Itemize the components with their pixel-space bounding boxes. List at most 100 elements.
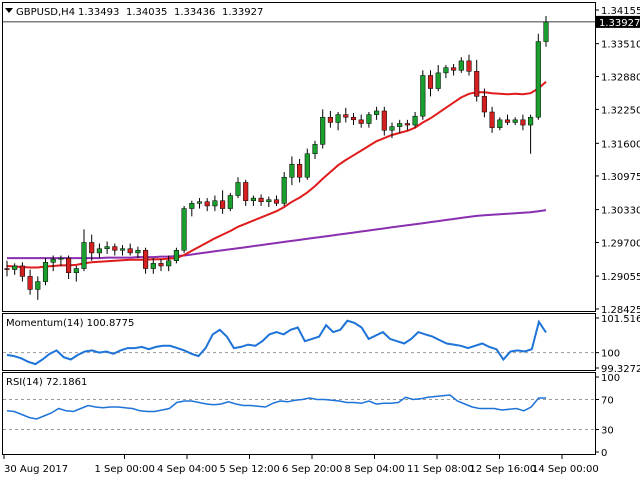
price-tick-label: 1.30330 — [601, 206, 640, 217]
time-tick-label: 1 Sep 00:00 — [95, 464, 155, 475]
candle-body — [12, 265, 18, 270]
candle-body — [435, 72, 441, 89]
header-close: 1.33927 — [222, 7, 263, 18]
time-tick-label: 14 Sep 00:00 — [532, 464, 599, 475]
momentum-tick-label: 100 — [601, 349, 620, 360]
main-panel-frame — [2, 2, 596, 312]
candle-body — [96, 248, 102, 254]
candle-body — [366, 114, 372, 124]
current-price-label: 1.33927 — [599, 18, 640, 29]
candle-body — [119, 248, 126, 251]
candle-body — [497, 119, 503, 128]
candle-body — [404, 123, 410, 126]
ma-fast-line — [6, 80, 547, 269]
candle-body — [250, 197, 256, 201]
candle-body — [389, 126, 395, 131]
candle-body — [50, 258, 56, 263]
candle-body — [381, 110, 387, 131]
candle-body — [474, 71, 480, 97]
momentum-axis: 101.5166 100 99.3272 — [595, 314, 640, 375]
candle-body — [520, 119, 526, 126]
candle-body — [135, 250, 141, 254]
candle-body — [243, 182, 249, 201]
candle-body — [73, 268, 79, 273]
momentum-title: Momentum(14) 100.8775 — [6, 318, 134, 329]
time-tick-label: 6 Sep 20:00 — [282, 464, 342, 475]
candle-body — [212, 200, 218, 207]
price-tick-label: 1.29700 — [601, 238, 640, 249]
price-tick-label: 1.32250 — [601, 105, 640, 116]
candle-body — [304, 153, 310, 178]
candle-body — [143, 250, 149, 269]
candle-body — [235, 182, 241, 196]
price-tick-label: 1.30975 — [601, 172, 640, 183]
candle-body — [535, 41, 541, 118]
ma-slow-line — [7, 209, 547, 260]
candle-body — [281, 176, 287, 204]
candle-body — [266, 199, 272, 203]
time-tick-label: 12 Sep 16:00 — [470, 464, 537, 475]
candle-body — [289, 163, 295, 178]
candle-body — [350, 116, 357, 121]
candle-body — [181, 208, 187, 251]
candle-body — [320, 116, 326, 145]
candle-body — [358, 119, 364, 124]
rsi-tick-label: 70 — [601, 396, 614, 407]
candle-body — [543, 21, 549, 42]
price-tick-label: 1.31600 — [601, 139, 640, 150]
rsi-layer — [3, 394, 595, 430]
time-tick-label: 5 Sep 12:00 — [220, 464, 280, 475]
header-symbol: GBPUSD,H4 — [16, 7, 75, 18]
time-axis: 30 Aug 2017 1 Sep 00:00 4 Sep 04:00 5 Sep 1… — [3, 455, 599, 475]
candle-body — [412, 115, 418, 126]
candle-body — [158, 263, 164, 267]
rsi-axis: 100 70 30 0 — [595, 373, 620, 459]
candle-body — [204, 201, 210, 207]
candle-body — [489, 111, 495, 128]
candle-body — [189, 203, 195, 209]
price-tick-label: 1.32880 — [601, 73, 640, 84]
rsi-title: RSI(14) 72.1861 — [6, 377, 87, 388]
candle-body — [150, 263, 156, 269]
header-high: 1.34035 — [126, 7, 167, 18]
time-tick-label: 8 Sep 04:00 — [345, 464, 405, 475]
candle-body — [166, 260, 172, 267]
candle-body — [112, 246, 118, 251]
candle-body — [528, 116, 534, 126]
candle-body — [35, 281, 41, 290]
candle-body — [58, 257, 64, 260]
rsi-tick-label: 30 — [601, 426, 614, 437]
momentum-tick-label: 101.5166 — [601, 314, 640, 325]
price-tick-label: 1.34155 — [601, 6, 640, 17]
candle-body — [42, 262, 49, 282]
candle-body — [327, 116, 333, 123]
header-low: 1.33436 — [174, 7, 215, 18]
momentum-tick-label: 99.3272 — [601, 364, 640, 375]
rsi-line — [6, 394, 546, 420]
candles-layer — [4, 16, 549, 300]
header-open: 1.33493 — [78, 7, 119, 18]
price-tick-label: 1.33510 — [601, 40, 640, 51]
time-tick-label: 11 Sep 08:00 — [407, 464, 474, 475]
price-tick-label: 1.29055 — [601, 272, 640, 283]
ma-slow-layer — [7, 209, 547, 260]
candle-body — [481, 96, 487, 113]
candle-body — [466, 60, 472, 72]
chart-header: GBPUSD,H4 1.33493 1.34035 1.33436 1.3392… — [5, 7, 263, 18]
candle-body — [443, 67, 449, 74]
time-tick-label: 30 Aug 2017 — [4, 464, 68, 475]
candle-body — [89, 242, 95, 254]
candle-body — [220, 200, 226, 209]
collapse-triangle-icon[interactable] — [5, 8, 13, 13]
candle-body — [451, 67, 457, 71]
candle-body — [458, 60, 464, 71]
candle-body — [427, 75, 434, 89]
candle-body — [420, 75, 426, 117]
candle-body — [227, 195, 233, 209]
candle-body — [27, 276, 33, 290]
candle-body — [512, 119, 518, 123]
candle-body — [397, 123, 403, 127]
candle-body — [4, 268, 10, 270]
candle-body — [81, 242, 87, 269]
